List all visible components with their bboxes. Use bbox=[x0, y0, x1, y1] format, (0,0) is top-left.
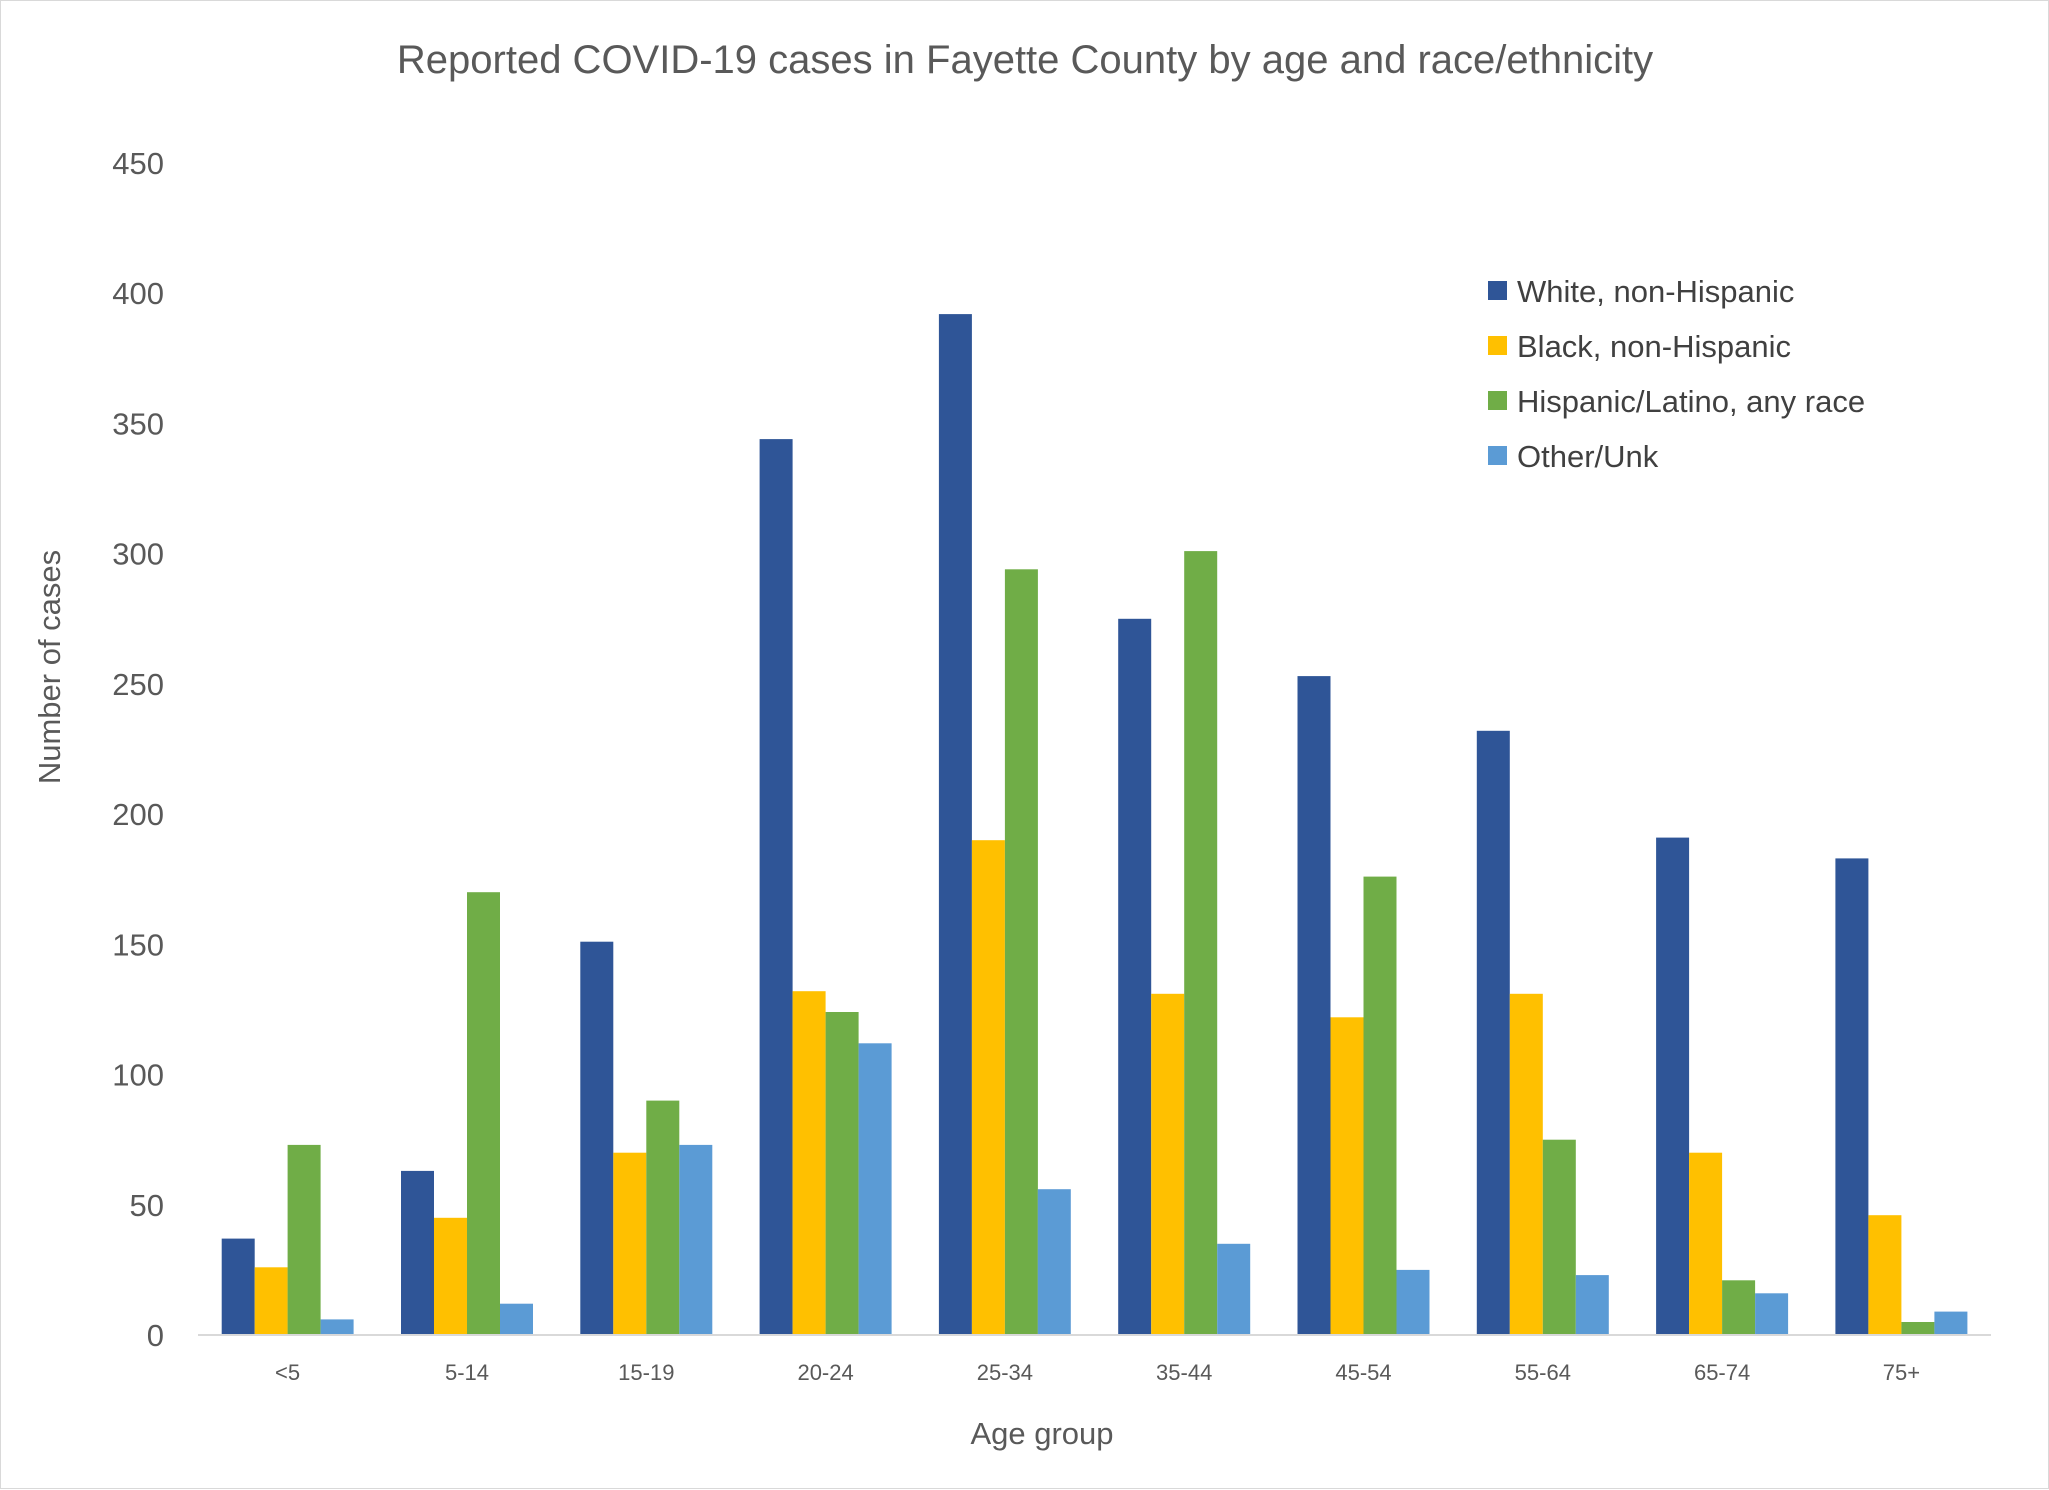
legend-swatch bbox=[1488, 446, 1507, 465]
bar-hispanic-latino-any-race-1 bbox=[467, 892, 500, 1335]
bar-hispanic-latino-any-race-9 bbox=[1901, 1322, 1935, 1335]
x-tick-label: 55-64 bbox=[1515, 1360, 1571, 1385]
y-tick-label: 450 bbox=[112, 146, 164, 181]
bar-white-non-hispanic-7 bbox=[1476, 730, 1510, 1335]
bar-white-non-hispanic-5 bbox=[1118, 618, 1152, 1335]
y-axis-label: Number of cases bbox=[32, 550, 67, 784]
y-tick-label: 300 bbox=[112, 537, 164, 572]
x-tick-label: 20-24 bbox=[797, 1360, 853, 1385]
bar-other-unk-6 bbox=[1396, 1269, 1430, 1335]
y-axis-ticks: 0 50 100 150 200 250 300 350 400 450 bbox=[112, 146, 164, 1353]
legend-swatch bbox=[1488, 391, 1507, 410]
bar-black-non-hispanic-7 bbox=[1509, 993, 1543, 1335]
bar-other-unk-2 bbox=[679, 1144, 713, 1335]
x-tick-label: 45-54 bbox=[1335, 1360, 1391, 1385]
bar-white-non-hispanic-6 bbox=[1297, 676, 1331, 1335]
bar-black-non-hispanic-1 bbox=[434, 1217, 467, 1335]
bar-white-non-hispanic-9 bbox=[1835, 858, 1869, 1335]
bar-black-non-hispanic-2 bbox=[613, 1152, 647, 1335]
bar-white-non-hispanic-0 bbox=[221, 1238, 255, 1335]
x-axis-label: Age group bbox=[970, 1416, 1113, 1451]
bar-other-unk-0 bbox=[320, 1319, 354, 1335]
bar-hispanic-latino-any-race-6 bbox=[1363, 876, 1397, 1335]
y-tick-label: 350 bbox=[112, 406, 164, 441]
bar-hispanic-latino-any-race-7 bbox=[1542, 1139, 1576, 1335]
y-tick-label: 100 bbox=[112, 1058, 164, 1093]
y-tick-label: 200 bbox=[112, 797, 164, 832]
bar-black-non-hispanic-4 bbox=[971, 840, 1005, 1335]
x-tick-label: <5 bbox=[275, 1360, 300, 1385]
legend-label: White, non-Hispanic bbox=[1517, 274, 1794, 309]
bars bbox=[221, 314, 1968, 1336]
legend-swatch bbox=[1488, 336, 1507, 355]
y-tick-label: 50 bbox=[130, 1188, 164, 1223]
bar-other-unk-3 bbox=[858, 1043, 892, 1335]
x-tick-label: 5-14 bbox=[445, 1360, 489, 1385]
bar-white-non-hispanic-3 bbox=[759, 439, 793, 1336]
bar-other-unk-9 bbox=[1934, 1311, 1968, 1335]
y-tick-label: 150 bbox=[112, 927, 164, 962]
bar-hispanic-latino-any-race-8 bbox=[1722, 1280, 1756, 1335]
bar-hispanic-latino-any-race-5 bbox=[1184, 551, 1218, 1335]
bar-hispanic-latino-any-race-2 bbox=[646, 1100, 680, 1335]
bar-other-unk-1 bbox=[500, 1303, 533, 1335]
bar-other-unk-4 bbox=[1037, 1189, 1071, 1335]
bar-white-non-hispanic-8 bbox=[1656, 837, 1690, 1335]
bar-white-non-hispanic-2 bbox=[580, 941, 614, 1335]
y-tick-label: 0 bbox=[147, 1318, 164, 1353]
y-tick-label: 250 bbox=[112, 667, 164, 702]
bar-other-unk-7 bbox=[1575, 1275, 1609, 1335]
bar-hispanic-latino-any-race-4 bbox=[1004, 569, 1038, 1335]
bar-black-non-hispanic-3 bbox=[792, 991, 826, 1335]
bar-black-non-hispanic-9 bbox=[1868, 1215, 1902, 1335]
x-tick-label: 65-74 bbox=[1694, 1360, 1750, 1385]
legend-label: Black, non-Hispanic bbox=[1517, 329, 1791, 364]
legend-label: Other/Unk bbox=[1517, 439, 1659, 474]
legend-label: Hispanic/Latino, any race bbox=[1517, 384, 1865, 419]
bar-black-non-hispanic-6 bbox=[1330, 1017, 1364, 1335]
bar-black-non-hispanic-8 bbox=[1689, 1152, 1723, 1335]
x-tick-label: 25-34 bbox=[977, 1360, 1033, 1385]
legend: White, non-Hispanic Black, non-Hispanic Hi… bbox=[1488, 274, 1865, 474]
bar-white-non-hispanic-4 bbox=[938, 314, 972, 1336]
bar-white-non-hispanic-1 bbox=[401, 1170, 434, 1335]
bar-other-unk-8 bbox=[1755, 1293, 1789, 1335]
bar-black-non-hispanic-5 bbox=[1151, 993, 1185, 1335]
bar-hispanic-latino-any-race-0 bbox=[287, 1144, 321, 1335]
chart-title: Reported COVID-19 cases in Fayette Count… bbox=[397, 38, 1653, 82]
y-tick-label: 400 bbox=[112, 276, 164, 311]
bar-black-non-hispanic-0 bbox=[254, 1267, 288, 1335]
bar-other-unk-5 bbox=[1217, 1243, 1251, 1335]
x-tick-label: 75+ bbox=[1883, 1360, 1920, 1385]
x-axis-ticks: <5 5-14 15-19 20-24 25-34 35-44 45-54 55-64 65-7… bbox=[275, 1360, 1920, 1385]
x-tick-label: 35-44 bbox=[1156, 1360, 1212, 1385]
legend-swatch bbox=[1488, 281, 1507, 300]
bar-hispanic-latino-any-race-3 bbox=[825, 1012, 859, 1335]
x-tick-label: 15-19 bbox=[618, 1360, 674, 1385]
